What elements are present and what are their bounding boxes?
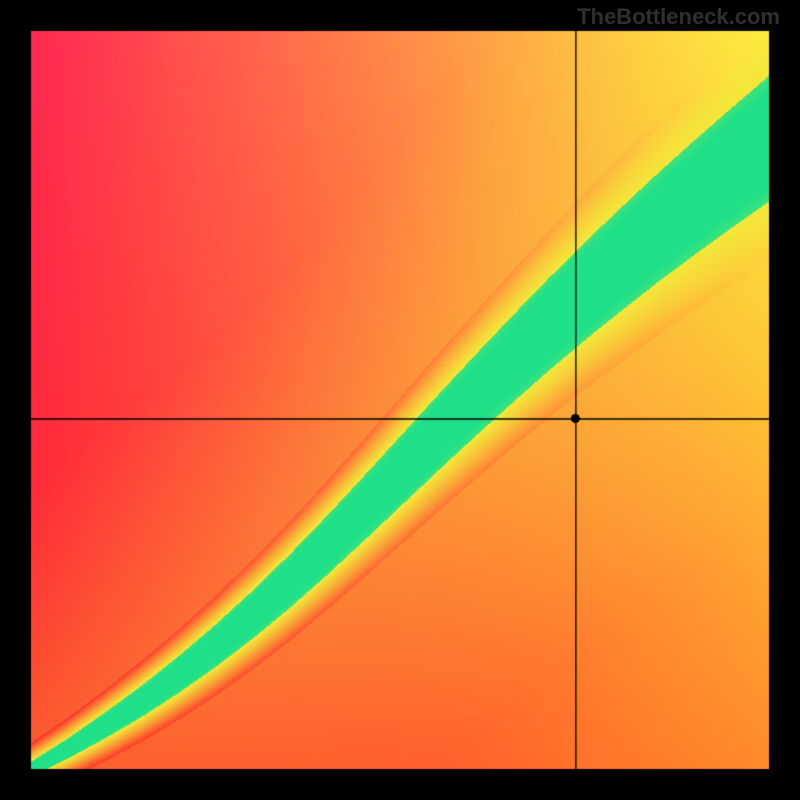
chart-container: { "watermark": { "text": "TheBottleneck.… <box>0 0 800 800</box>
bottleneck-heatmap <box>0 0 800 800</box>
watermark-text: TheBottleneck.com <box>577 4 780 30</box>
